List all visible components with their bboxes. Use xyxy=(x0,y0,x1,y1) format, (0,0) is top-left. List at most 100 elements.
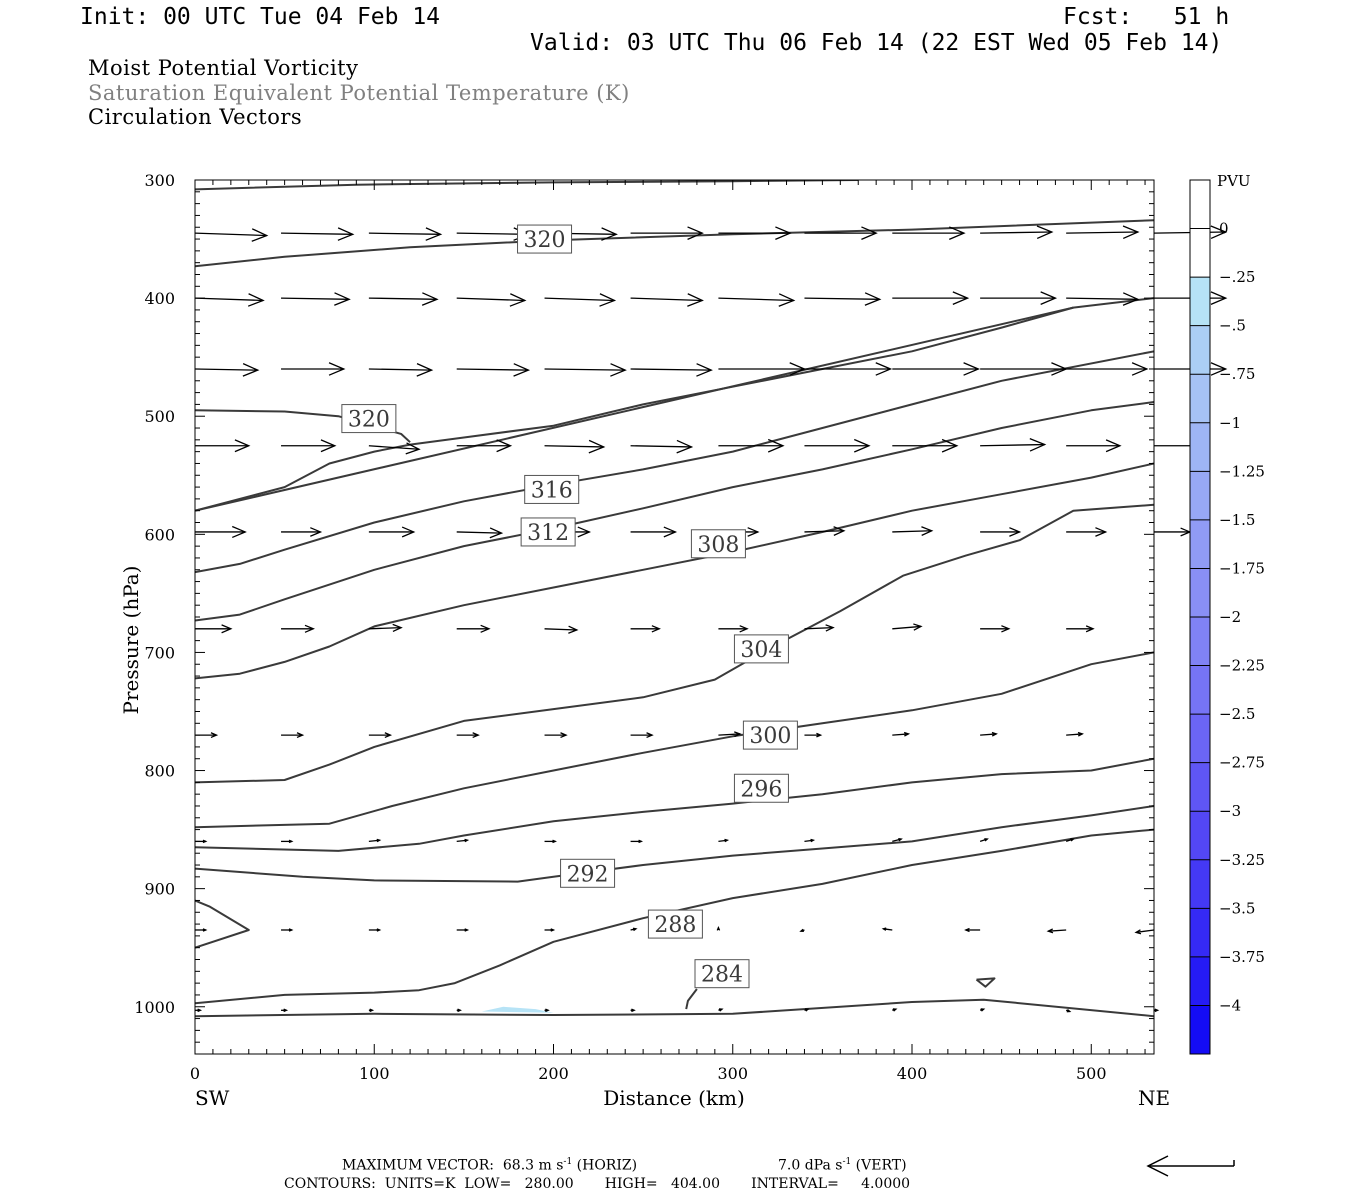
circulation-vector xyxy=(1066,731,1084,737)
circulation-vector xyxy=(979,1008,986,1012)
vector-head xyxy=(513,363,531,377)
circulation-vector xyxy=(195,1008,203,1013)
theta-contour-320 xyxy=(195,219,1154,268)
vector-shaft xyxy=(544,445,604,448)
circulation-vector xyxy=(718,293,796,307)
contour-label-box xyxy=(694,959,750,989)
vector-head xyxy=(457,1008,462,1013)
colorbar-swatch xyxy=(1190,568,1210,617)
theta-contour-280 xyxy=(195,998,1154,1018)
y-tick-label: 800 xyxy=(144,762,175,781)
vector-head xyxy=(632,927,638,932)
x-tick-label: 100 xyxy=(359,1064,390,1083)
circulation-vector xyxy=(1065,838,1075,843)
circulation-vector xyxy=(630,293,704,307)
vector-shaft xyxy=(980,733,997,736)
theta-contour-324 xyxy=(195,180,859,191)
vector-head xyxy=(464,928,470,932)
colorbar-level-label: −1.25 xyxy=(1219,462,1265,480)
circulation-vector xyxy=(799,928,805,933)
colorbar-level-label: −2.25 xyxy=(1219,657,1265,675)
circulation-vector xyxy=(980,625,1011,633)
colorbar-swatch xyxy=(1190,519,1210,569)
y-tick-label: 600 xyxy=(144,525,175,544)
vector-head xyxy=(696,363,713,377)
circulation-vector xyxy=(281,292,351,306)
theta-contour-304 xyxy=(195,462,1154,680)
circulation-vector xyxy=(456,439,513,453)
vector-shaft xyxy=(368,368,432,371)
circulation-vector xyxy=(368,928,382,932)
circulation-vector xyxy=(194,293,265,307)
theta-contour-316 xyxy=(195,297,1154,512)
circulation-vector xyxy=(1066,292,1140,306)
contour-label: 320 xyxy=(517,224,573,254)
y-tick-label: 300 xyxy=(144,171,175,190)
vector-shaft xyxy=(456,368,529,371)
x-tick-label: 0 xyxy=(190,1064,200,1083)
vector-head xyxy=(550,928,556,932)
circulation-vector xyxy=(718,731,742,738)
vector-head xyxy=(231,525,247,539)
circulation-vector xyxy=(718,1008,724,1012)
vector-head xyxy=(724,838,730,843)
circulation-vector xyxy=(1066,439,1122,453)
circulation-vector xyxy=(456,928,470,932)
vector-head xyxy=(687,293,704,307)
contour-label-box xyxy=(341,404,397,434)
circulation-vector xyxy=(1154,527,1192,537)
legend-mpv: Moist Potential Vorticity xyxy=(88,56,359,80)
colorbar-swatch xyxy=(1190,762,1210,812)
vector-head xyxy=(247,293,265,307)
legend-vectors: Circulation Vectors xyxy=(88,105,303,129)
pv-shade-region xyxy=(481,1006,554,1013)
pv-colorbar: 0 −.25 −.5 −.75 −1 −1.25 −1.5 −1.75 −2 −2.25 −2.5 −… xyxy=(1189,172,1265,1055)
colorbar-level-label: −.5 xyxy=(1219,317,1246,335)
vector-head xyxy=(369,1008,375,1013)
vector-head xyxy=(663,526,678,538)
vector-shaft xyxy=(456,839,468,843)
circulation-vector xyxy=(1154,1008,1160,1013)
vector-shaft xyxy=(980,231,1052,234)
colorbar-level-label: −3.25 xyxy=(1219,851,1265,869)
vector-head xyxy=(601,227,618,241)
circulation-vector xyxy=(456,363,531,377)
circulation-vector xyxy=(368,623,403,633)
y-tick-label: 900 xyxy=(144,880,175,899)
vector-shaft xyxy=(544,368,626,371)
vector-head xyxy=(376,928,382,932)
vector-shaft xyxy=(194,232,267,237)
circulation-vector xyxy=(630,839,644,844)
x-tick-label: 200 xyxy=(538,1064,569,1083)
circulation-vector xyxy=(456,527,504,539)
vector-head xyxy=(310,527,323,537)
vector-shaft xyxy=(281,297,350,300)
circulation-vector xyxy=(716,925,721,931)
colorbar-unit-label: PVU xyxy=(1217,172,1251,190)
vector-head xyxy=(1046,928,1054,934)
colorbar-swatch xyxy=(1190,422,1210,472)
vector-head xyxy=(489,527,504,539)
circulation-vector xyxy=(456,624,491,633)
circulation-vector xyxy=(544,293,617,307)
theta-contour-280 xyxy=(975,977,996,988)
contour-label-text: 304 xyxy=(740,638,782,663)
vector-shaft xyxy=(368,839,380,843)
circulation-vector xyxy=(980,527,1022,537)
vector-shaft xyxy=(630,297,703,302)
colorbar-swatch xyxy=(1190,811,1210,860)
vector-head xyxy=(799,928,804,933)
circulation-vector xyxy=(804,624,835,632)
vector-head xyxy=(1210,291,1228,305)
vector-head xyxy=(599,293,617,307)
vector-head xyxy=(560,732,568,739)
circulation-vector xyxy=(281,839,294,844)
vector-head xyxy=(734,731,742,738)
circulation-vector xyxy=(980,362,1068,376)
vector-head xyxy=(210,732,219,739)
vector-shaft xyxy=(804,626,834,630)
contour-label-text: 320 xyxy=(348,408,390,433)
colorbar-level-label: −2.5 xyxy=(1219,705,1255,723)
circulation-vector xyxy=(456,838,470,843)
vector-head xyxy=(337,227,355,241)
